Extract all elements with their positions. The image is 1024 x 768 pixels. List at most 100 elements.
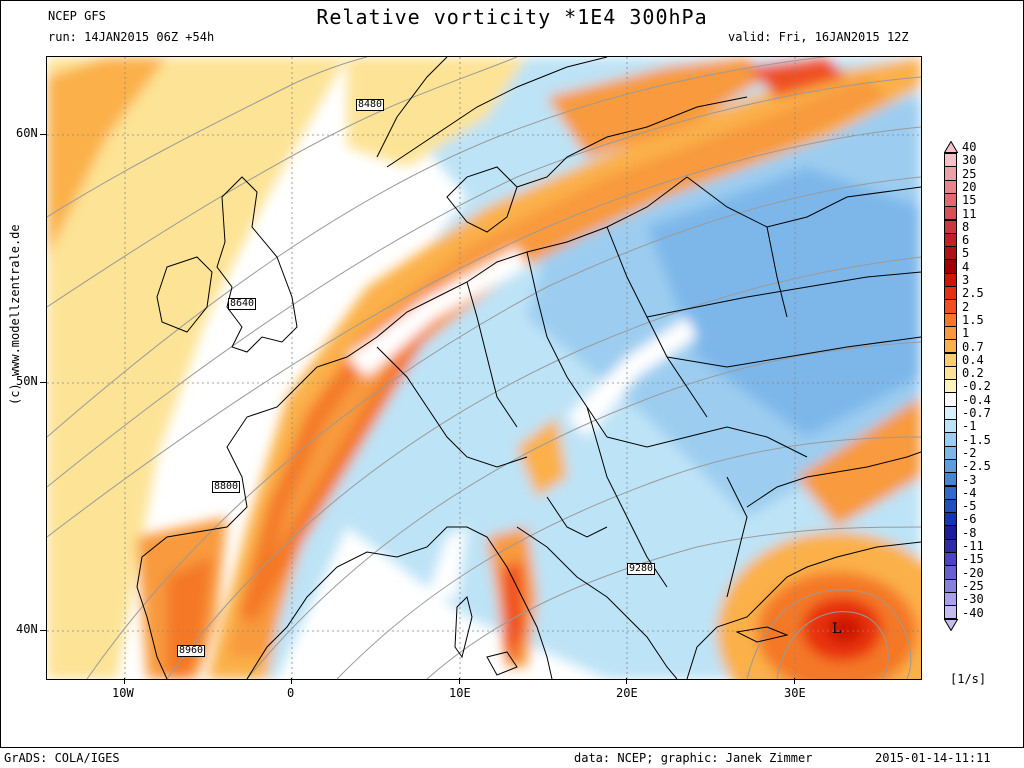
- colorbar-level-label: 4: [962, 259, 970, 274]
- colorbar-level-label: -30: [962, 592, 984, 607]
- colorbar-swatch: [944, 485, 957, 500]
- colorbar-swatch: [944, 405, 957, 420]
- lon-label-10e: 10E: [449, 686, 471, 700]
- colorbar-swatch: [944, 179, 957, 194]
- colorbar-swatch: [944, 352, 957, 367]
- map-field: [47, 57, 921, 679]
- colorbar-level-label: -0.4: [962, 392, 991, 407]
- colorbar-level-label: 30: [962, 153, 977, 168]
- colorbar-swatch: [944, 379, 957, 394]
- contour-label-9280: 9280: [627, 563, 656, 575]
- colorbar-swatch: [944, 246, 957, 261]
- colorbar-level-label: -0.7: [962, 406, 991, 420]
- tick-30e: [794, 678, 795, 684]
- tick-50n: [40, 382, 46, 383]
- colorbar-level-label: -3: [962, 472, 977, 487]
- colorbar-level-label: 0.2: [962, 366, 984, 381]
- colorbar-swatch: [944, 299, 957, 314]
- colorbar-swatch: [944, 498, 957, 514]
- colorbar-swatch: [944, 512, 957, 527]
- lat-label-50n: 50N: [16, 374, 38, 388]
- colorbar-level-label: 3: [962, 273, 970, 287]
- colorbar-level-label: -1: [962, 419, 977, 434]
- colorbar-level-label: 1: [962, 326, 970, 341]
- tick-20e: [626, 678, 627, 684]
- colorbar-swatch: [944, 458, 957, 474]
- colorbar-swatch: [944, 525, 957, 540]
- colorbar-swatch: [944, 552, 957, 567]
- colorbar-swatch: [944, 153, 957, 168]
- vorticity-map: 8480 8640 8800 8960 9280 L: [46, 56, 922, 680]
- colorbar-level-label: 20: [962, 179, 977, 194]
- colorbar-swatch: [944, 578, 957, 593]
- valid-time: valid: Fri, 16JAN2015 12Z: [728, 30, 909, 44]
- lat-label-60n: 60N: [16, 126, 38, 140]
- tick-40n: [40, 630, 46, 631]
- footer-data-credit: data: NCEP; graphic: Janek Zimmer: [574, 751, 813, 765]
- colorbar-swatch: [944, 591, 957, 607]
- colorbar-level-label: -2: [962, 445, 977, 460]
- colorbar-swatch: [944, 445, 957, 460]
- colorbar-level-label: 6: [962, 233, 970, 248]
- lon-label-0: 0: [287, 686, 295, 700]
- colorbar-level-label: -40: [962, 605, 984, 620]
- colorbar-level-label: -6: [962, 512, 977, 527]
- colorbar-level-label: -15: [962, 552, 984, 567]
- colorbar-unit: [1/s]: [950, 672, 987, 686]
- colorbar-level-label: -20: [962, 565, 984, 580]
- tick-10w: [124, 678, 125, 684]
- colorbar-swatch: [944, 365, 957, 381]
- colorbar-swatch: [944, 392, 957, 407]
- colorbar-swatch: [944, 432, 957, 447]
- colorbar-swatch: [944, 325, 957, 341]
- colorbar-level-label: 40: [962, 140, 977, 154]
- tick-10e: [459, 678, 460, 684]
- low-pressure-marker: L: [832, 621, 842, 637]
- chart-title: Relative vorticity *1E4 300hPa: [316, 5, 708, 29]
- lat-label-40n: 40N: [16, 622, 38, 636]
- colorbar-level-label: -4: [962, 485, 977, 500]
- colorbar-level-label: 11: [962, 206, 977, 221]
- colorbar-level-label: -1.5: [962, 432, 991, 447]
- colorbar-level-label: 8: [962, 219, 970, 234]
- colorbar-level-label: -0.2: [962, 379, 991, 394]
- colorbar-level-label: -25: [962, 578, 984, 593]
- colorbar-bottom-arrow: [944, 618, 958, 631]
- colorbar-level-label: -8: [962, 525, 977, 540]
- lon-label-20e: 20E: [616, 686, 638, 700]
- lon-label-30e: 30E: [784, 686, 806, 700]
- lon-label-10w: 10W: [112, 686, 134, 700]
- colorbar-level-label: -2.5: [962, 459, 991, 474]
- footer-software: GrADS: COLA/IGES: [4, 751, 120, 765]
- colorbar-level-label: -5: [962, 499, 977, 514]
- tick-60n: [40, 134, 46, 135]
- colorbar-level-label: -11: [962, 539, 984, 553]
- model-name: NCEP GFS: [48, 9, 106, 23]
- colorbar-level-label: 1.5: [962, 312, 984, 327]
- colorbar-swatch: [944, 166, 957, 181]
- contour-label-8640: 8640: [228, 298, 257, 310]
- colorbar-swatch: [944, 286, 957, 301]
- colorbar-swatch: [944, 565, 957, 580]
- colorbar-level-label: 5: [962, 246, 970, 261]
- colorbar-swatch: [944, 339, 957, 354]
- contour-label-8480: 8480: [356, 99, 385, 111]
- colorbar-swatch: [944, 192, 957, 208]
- colorbar-swatch: [944, 312, 957, 327]
- footer-date: 2015-01-14-11:11: [875, 751, 991, 765]
- colorbar-level-label: 15: [962, 193, 977, 208]
- contour-label-8960: 8960: [177, 645, 206, 657]
- colorbar-swatch: [944, 219, 957, 234]
- contour-label-8800: 8800: [212, 481, 241, 493]
- colorbar-swatch: [944, 232, 957, 248]
- colorbar-swatch: [944, 259, 957, 274]
- colorbar-swatch: [944, 206, 957, 221]
- colorbar-level-label: 2: [962, 299, 970, 314]
- colorbar-level-label: 25: [962, 166, 977, 181]
- colorbar-swatch: [944, 272, 957, 287]
- colorbar-swatch: [944, 538, 957, 553]
- colorbar-level-label: 2.5: [962, 286, 984, 301]
- colorbar-level-label: 0.7: [962, 339, 984, 354]
- colorbar-level-label: 0.4: [962, 352, 984, 367]
- run-info: run: 14JAN2015 06Z +54h: [48, 30, 215, 44]
